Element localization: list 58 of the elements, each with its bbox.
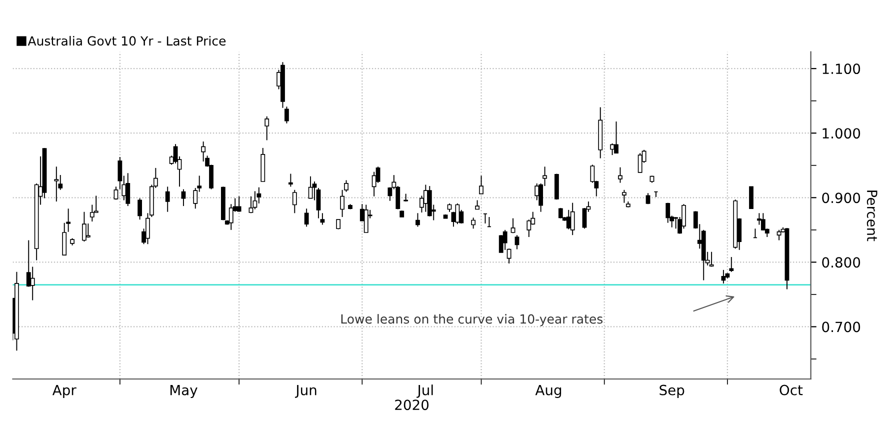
candlestick xyxy=(510,218,516,234)
y-tick-label: 0.800 xyxy=(822,257,860,268)
candlestick xyxy=(304,208,309,228)
candlestick xyxy=(618,166,622,184)
candlestick xyxy=(729,256,734,272)
candlestick xyxy=(292,189,297,214)
candlestick xyxy=(308,176,313,199)
x-tick-label: Jul xyxy=(416,384,433,398)
candlestick xyxy=(252,190,258,210)
candlestick xyxy=(570,202,575,236)
candlestick xyxy=(62,222,67,256)
candlestick xyxy=(82,211,86,242)
candlestick xyxy=(526,219,532,238)
candlestick xyxy=(666,202,670,224)
x-axis-title: 2020 xyxy=(395,400,429,410)
candlestick xyxy=(30,266,35,301)
candlestick xyxy=(471,217,476,230)
candlestick xyxy=(709,251,714,268)
x-tick-label: Sep xyxy=(660,384,684,398)
candlestick xyxy=(320,212,325,226)
y-tick-label: 1.100 xyxy=(822,64,860,74)
x-tick-label: Oct xyxy=(780,384,803,396)
candlestick xyxy=(126,172,130,207)
candlestick xyxy=(264,116,270,141)
candlestick xyxy=(288,173,293,188)
candlestick xyxy=(514,234,520,250)
candlestick xyxy=(138,198,142,220)
candlestick xyxy=(165,186,170,212)
candlestick xyxy=(284,106,289,124)
candlestick xyxy=(416,212,420,228)
candlestick xyxy=(66,208,71,232)
candlestick xyxy=(479,175,484,194)
candlestick xyxy=(423,184,428,212)
candlestick xyxy=(622,189,626,204)
candlestick xyxy=(54,166,59,202)
candlestick xyxy=(114,186,118,200)
candlestick xyxy=(566,209,571,230)
y-axis-title: Percent xyxy=(866,190,878,242)
candlestick xyxy=(236,196,242,212)
x-tick-label: Jun xyxy=(294,384,316,398)
candlestick xyxy=(614,121,618,154)
candlestick xyxy=(364,204,368,233)
x-tick-label: May xyxy=(170,384,198,398)
annotation: Lowe leans on the curve via 10-year rates xyxy=(341,314,603,326)
candlestick xyxy=(336,219,341,230)
candlestick xyxy=(90,204,94,222)
x-tick-label: Aug xyxy=(535,384,562,398)
candlestick xyxy=(638,152,642,173)
x-tick-label: Apr xyxy=(52,384,76,398)
candlestick xyxy=(749,186,754,210)
candlestick xyxy=(475,200,480,210)
legend-label: Australia Govt 10 Yr - Last Price xyxy=(28,36,226,46)
candlestick xyxy=(776,229,782,241)
y-tick-label: 0.700 xyxy=(822,322,860,332)
y-tick-label: 1.000 xyxy=(822,128,860,139)
candlestick xyxy=(455,202,460,225)
candlestick xyxy=(86,222,90,238)
y-tick-label: 0.900 xyxy=(822,192,860,204)
